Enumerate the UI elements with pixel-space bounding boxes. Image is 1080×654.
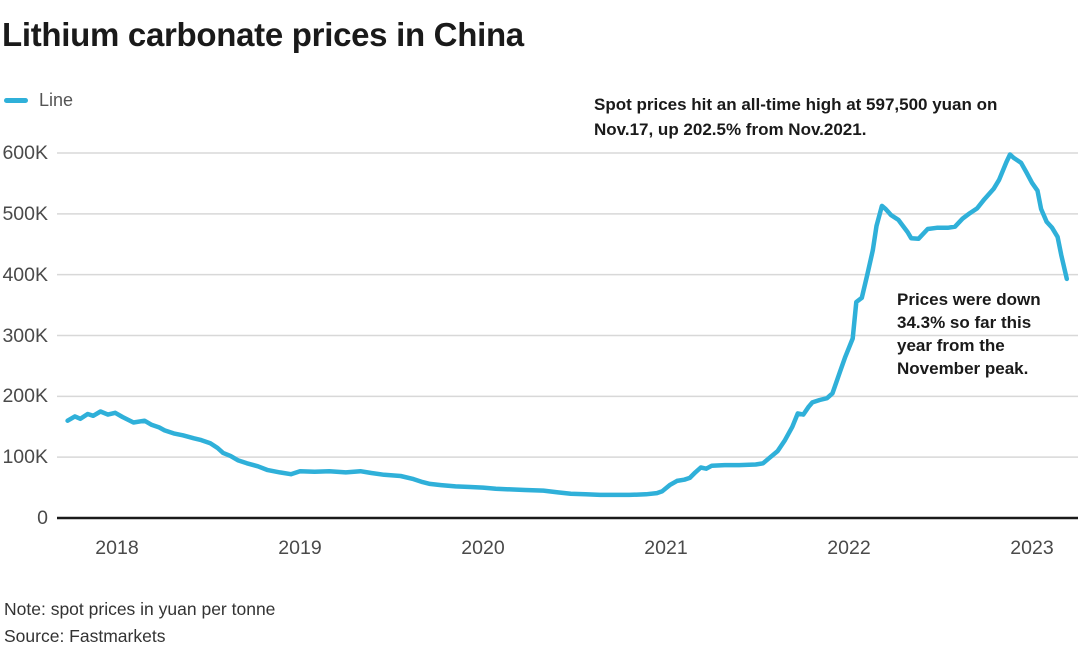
y-tick-label-0: 0 [37,507,48,529]
y-tick-label-400K: 400K [2,263,48,286]
gridlines [57,152,1078,458]
x-tick-label-2022: 2022 [827,537,871,559]
legend: Line [4,90,73,111]
annotation-peak-line-1: Spot prices hit an all-time high at 597,… [594,95,998,114]
annotation-peak-line-2: Nov.17, up 202.5% from Nov.2021. [594,120,867,139]
x-tick-label-2023: 2023 [1010,537,1054,559]
y-tick-label-500K: 500K [2,202,48,225]
x-tick-label-2019: 2019 [278,537,322,559]
y-tick-label-100K: 100K [2,446,48,469]
source-text: Source: Fastmarkets [4,626,166,646]
annotation-peak-note: Spot prices hit an all-time high at 597,… [594,92,997,142]
x-tick-label-2018: 2018 [95,537,139,559]
annotation-decline-note: Prices were down 34.3% so far this year fr… [897,288,1041,380]
y-tick-label-600K: 600K [2,142,48,164]
x-tick-label-2020: 2020 [461,537,505,559]
y-tick-label-200K: 200K [2,385,48,408]
annotation-decline-line-4: November peak. [897,359,1029,378]
y-tick-label-300K: 300K [2,324,48,347]
line-series-swatch-icon [4,98,28,103]
page-title: Lithium carbonate prices in China [2,16,524,53]
annotation-decline-line-3: year from the [897,336,1005,355]
note-text: Note: spot prices in yuan per tonne [4,599,276,619]
price-line [65,152,1070,498]
legend-label: Line [39,90,74,110]
x-tick-label-2021: 2021 [644,537,688,559]
annotation-decline-line-1: Prices were down [897,290,1041,309]
annotation-decline-line-2: 34.3% so far this [897,313,1032,332]
